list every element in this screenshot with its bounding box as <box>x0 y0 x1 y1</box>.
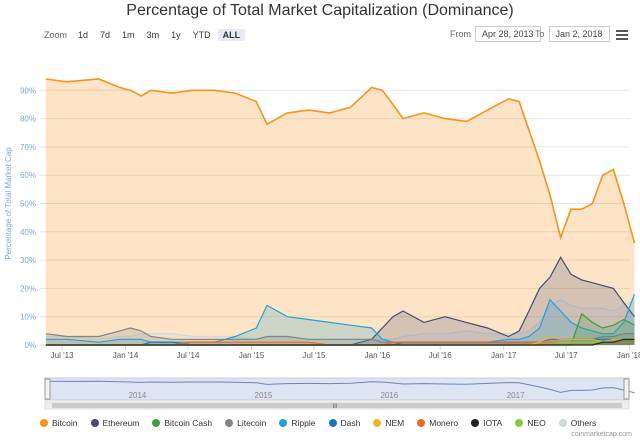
dash-area <box>45 339 635 345</box>
y-axis-title: Percentage of Total Market Cap <box>4 147 13 260</box>
legend-label: Ripple <box>291 418 316 428</box>
zoom-1m-button[interactable]: 1m <box>122 30 135 40</box>
from-date-input[interactable]: Apr 28, 2013 <box>475 26 541 42</box>
x-tick-label: Jul '15 <box>303 351 326 360</box>
y-tick-label: 50% <box>20 200 36 209</box>
others-series-line <box>45 299 635 340</box>
x-tick-label: Jan '16 <box>365 351 391 360</box>
legend-item-neo[interactable]: NEO <box>515 418 546 428</box>
legend-item-iota[interactable]: IOTA <box>471 418 502 428</box>
x-tick-label: Jul '13 <box>51 351 74 360</box>
scrollbar-grip: III <box>332 404 337 410</box>
legend-item-ripple[interactable]: Ripple <box>279 418 316 428</box>
legend-label: IOTA <box>483 418 503 428</box>
legend-dot-icon <box>515 419 524 427</box>
legend-item-ethereum[interactable]: Ethereum <box>90 418 140 428</box>
y-tick-label: 10% <box>20 313 36 322</box>
bitcoin-series-line <box>45 78 636 244</box>
chart-title: Percentage of Total Market Capitalizatio… <box>126 2 514 19</box>
x-tick-label: Jan '18 <box>617 351 640 360</box>
zoom-label: Zoom <box>44 30 68 40</box>
legend-dot-icon <box>558 419 567 427</box>
navigator-year-label: 2017 <box>507 391 525 400</box>
zoom-ytd-button[interactable]: YTD <box>192 30 211 40</box>
legend-dot-icon <box>328 419 337 427</box>
legend-label: Bitcoin Cash <box>164 418 213 428</box>
y-tick-label: 20% <box>20 284 36 293</box>
legend-dot-icon <box>152 419 161 427</box>
x-tick-label: Jan '15 <box>239 351 265 360</box>
monero-area <box>45 342 635 345</box>
legend-dot-icon <box>225 419 234 427</box>
legend-label: NEM <box>385 418 405 428</box>
legend-label: Litecoin <box>237 418 267 428</box>
nem-area <box>45 336 635 345</box>
scrollbar-thumb <box>52 403 622 408</box>
legend-label: NEO <box>527 418 546 428</box>
y-tick-label: 70% <box>20 143 36 152</box>
y-tick-label: 80% <box>20 115 36 124</box>
navigator-year-label: 2016 <box>380 391 398 400</box>
x-tick-label: Jul '14 <box>177 351 200 360</box>
credit-text: coinmarketcap.com <box>571 431 632 438</box>
y-tick-label: 90% <box>20 86 36 95</box>
legend-item-others[interactable]: Others <box>558 418 597 428</box>
zoom-7d-button[interactable]: 7d <box>100 30 111 40</box>
to-date-input[interactable]: Jan 2, 2018 <box>548 26 610 42</box>
ripple-area <box>45 294 635 345</box>
date-range-to: To Jan 2, 2018 <box>535 26 610 42</box>
ethereum-area <box>45 257 635 345</box>
legend-label: Dash <box>340 418 361 428</box>
legend-item-bitcoin[interactable]: Bitcoin <box>40 418 78 428</box>
zoom-controls: Zoom 1d 7d 1m 3m 1y YTD ALL <box>44 28 247 42</box>
legend-label: Ethereum <box>102 418 140 428</box>
navigator-handle-right <box>623 378 630 400</box>
zoom-1y-button[interactable]: 1y <box>171 30 181 40</box>
legend-label: Monero <box>429 418 459 428</box>
y-tick-label: 30% <box>20 256 36 265</box>
legend-label: Others <box>570 418 597 428</box>
zoom-3m-button[interactable]: 3m <box>146 30 160 40</box>
navigator-year-label: 2015 <box>255 391 273 400</box>
bitcoin-area <box>45 79 635 345</box>
zoom-1d-button[interactable]: 1d <box>78 30 89 40</box>
legend-dot-icon <box>40 419 48 427</box>
navigator-year-label: 2014 <box>129 391 147 400</box>
x-tick-label: Jan '17 <box>491 351 517 360</box>
from-label: From <box>450 29 471 39</box>
litecoin-area <box>45 328 635 345</box>
legend-dot-icon <box>373 419 382 427</box>
legend-dot-icon <box>471 419 480 427</box>
legend-dot-icon <box>279 419 288 427</box>
legend-item-bitcoin-cash[interactable]: Bitcoin Cash <box>152 418 212 428</box>
navigator-handle-left <box>44 378 51 400</box>
navigator-line <box>45 380 635 394</box>
legend-item-monero[interactable]: Monero <box>417 418 458 428</box>
hamburger-menu-icon[interactable] <box>616 30 628 42</box>
x-tick-label: Jul '17 <box>555 351 578 360</box>
legend-item-nem[interactable]: NEM <box>373 418 404 428</box>
legend-item-litecoin[interactable]: Litecoin <box>225 418 266 428</box>
y-tick-label: 40% <box>20 228 36 237</box>
legend-dot-icon <box>90 419 99 427</box>
iota-series-line <box>45 338 635 346</box>
legend-label: Bitcoin <box>52 418 78 428</box>
y-tick-label: 60% <box>20 171 36 180</box>
legend-item-dash[interactable]: Dash <box>328 418 361 428</box>
legend-dot-icon <box>417 419 426 427</box>
x-tick-label: Jan '14 <box>113 351 139 360</box>
to-label: To <box>535 29 545 39</box>
zoom-all-button[interactable]: ALL <box>217 29 246 41</box>
date-range-from: From Apr 28, 2013 <box>450 26 541 42</box>
x-tick-label: Jul '16 <box>429 351 452 360</box>
others-area <box>45 299 635 345</box>
y-tick-label: 0% <box>24 341 36 350</box>
legend: Bitcoin Ethereum Bitcoin Cash Litecoin Rippl… <box>40 418 609 428</box>
